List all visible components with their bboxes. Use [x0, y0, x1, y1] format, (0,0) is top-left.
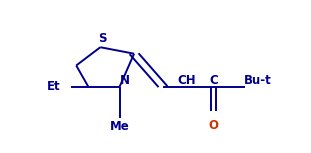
Text: C: C — [209, 74, 218, 87]
Text: Et: Et — [47, 80, 61, 93]
Text: CH: CH — [177, 74, 196, 87]
Text: Bu-t: Bu-t — [244, 74, 272, 87]
Text: Me: Me — [110, 120, 129, 133]
Text: O: O — [209, 119, 219, 132]
Text: S: S — [99, 32, 107, 45]
Text: N: N — [120, 74, 130, 87]
